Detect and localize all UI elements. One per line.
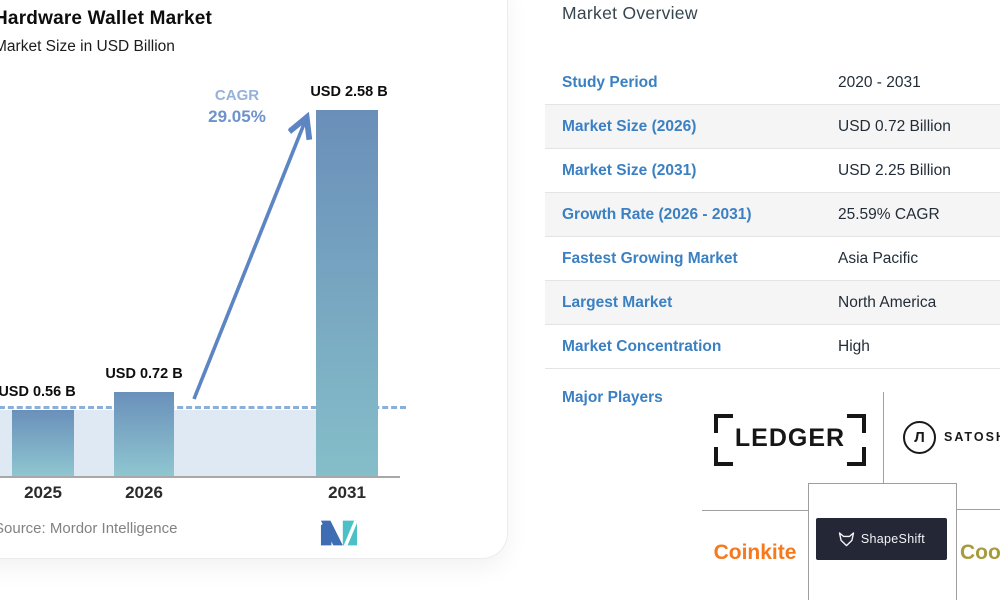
row-value: Asia Pacific (838, 250, 919, 267)
coinkite-logo[interactable]: Coinkite (713, 541, 797, 564)
bar-2025 (12, 410, 74, 476)
shapeshift-card[interactable]: ShapeShift (808, 483, 957, 600)
row-label[interactable]: Fastest Growing Market (562, 250, 738, 267)
bar-2031 (316, 110, 378, 476)
row-value: 2020 - 2031 (838, 74, 921, 91)
cagr-value: 29.05% (208, 106, 266, 126)
satoshilabs-logo[interactable]: Л SATOSHI (903, 421, 1000, 457)
row-value: USD 2.25 Billion (838, 162, 951, 179)
players-grid-horizontal-divider-right (955, 509, 1000, 510)
table-row-fastest-growing-market: Fastest Growing Market Asia Pacific (545, 237, 1000, 281)
row-value: USD 0.72 Billion (838, 118, 951, 135)
row-label[interactable]: Market Size (2031) (562, 162, 697, 179)
row-value: North America (838, 294, 937, 311)
shapeshift-logo: ShapeShift (816, 518, 947, 560)
baseline-dashed-line (0, 406, 406, 409)
row-label[interactable]: Study Period (562, 74, 658, 91)
clipped-player-logo[interactable]: Coo (960, 541, 1000, 564)
row-label[interactable]: Growth Rate (2026 - 2031) (562, 206, 752, 223)
bracket-corner-icon (847, 447, 866, 466)
table-row-market-size-2026: Market Size (2026) USD 0.72 Billion (545, 105, 1000, 149)
overview-table: Study Period 2020 - 2031 Market Size (20… (545, 61, 1000, 369)
table-row-growth-rate: Growth Rate (2026 - 2031) 25.59% CAGR (545, 193, 1000, 237)
row-label[interactable]: Market Concentration (562, 338, 722, 355)
fox-icon (838, 531, 855, 546)
table-row-study-period: Study Period 2020 - 2031 (545, 61, 1000, 105)
cagr-label: CAGR (214, 87, 260, 104)
ledger-wordmark: LEDGER (734, 424, 846, 452)
chart-title: Hardware Wallet Market (0, 8, 213, 29)
table-row-market-size-2031: Market Size (2031) USD 2.25 Billion (545, 149, 1000, 193)
row-value: 25.59% CAGR (838, 206, 940, 223)
growth-arrow (192, 105, 320, 400)
shapeshift-wordmark: ShapeShift (860, 532, 926, 546)
bracket-corner-icon (714, 447, 733, 466)
x-tick-2025: 2025 (24, 483, 62, 502)
chart-subtitle: Market Size in USD Billion (0, 38, 175, 55)
players-grid-vertical-divider (883, 392, 884, 483)
players-grid-horizontal-divider-left (702, 510, 808, 511)
row-label[interactable]: Market Size (2026) (562, 118, 697, 135)
bar-value-label-2026: USD 0.72 B (105, 366, 183, 382)
mordor-intelligence-logo-icon (320, 520, 358, 546)
overview-heading: Market Overview (562, 3, 698, 23)
major-players-label[interactable]: Major Players (562, 389, 663, 406)
x-tick-2031: 2031 (328, 483, 366, 502)
bracket-corner-icon (847, 414, 866, 433)
satoshilabs-wordmark: SATOSHI (944, 430, 1000, 444)
row-label[interactable]: Largest Market (562, 294, 673, 311)
bar-value-label-2031: USD 2.58 B (310, 84, 388, 100)
ledger-logo[interactable]: LEDGER (714, 414, 866, 466)
table-row-market-concentration: Market Concentration High (545, 325, 1000, 369)
table-row-largest-market: Largest Market North America (545, 281, 1000, 325)
bar-2026 (114, 392, 174, 476)
source-attribution: Source: Mordor Intelligence (0, 520, 178, 537)
x-axis-line (0, 476, 400, 478)
row-value: High (838, 338, 870, 355)
cagr-annotation: CAGR 29.05% (198, 87, 276, 127)
bracket-corner-icon (714, 414, 733, 433)
x-tick-2026: 2026 (125, 483, 163, 502)
bar-value-label-2025: USD 0.56 B (0, 384, 76, 400)
satoshilabs-circle-icon: Л (903, 421, 936, 454)
